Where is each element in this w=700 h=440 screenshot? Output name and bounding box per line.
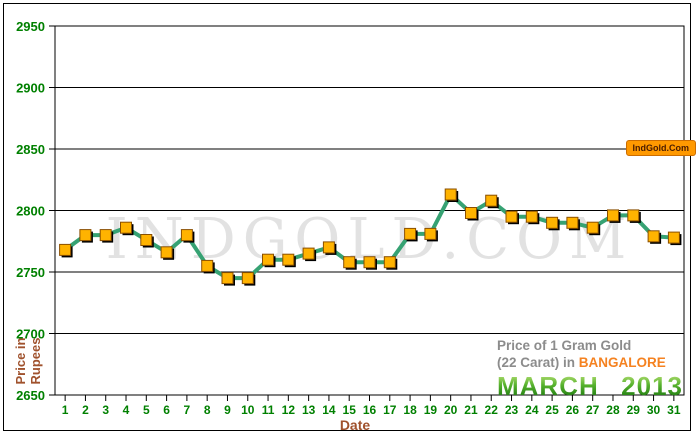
- y-axis-title-line2: Rupees: [28, 337, 43, 385]
- data-point: [525, 210, 538, 223]
- data-point: [363, 256, 376, 269]
- x-tick-label: 20: [444, 403, 458, 417]
- x-tick-label: 11: [262, 403, 275, 417]
- y-tick-label: 2900: [16, 81, 45, 96]
- y-tick-label: 2750: [16, 265, 45, 280]
- y-axis-title-line1: Price in: [13, 337, 28, 385]
- x-tick-label: 26: [566, 403, 580, 417]
- y-tick-label: 2950: [16, 19, 45, 34]
- x-tick-label: 30: [647, 403, 661, 417]
- x-tick-label: 17: [383, 403, 397, 417]
- caption-city: BANGALORE: [578, 355, 666, 370]
- data-point: [221, 272, 234, 285]
- x-tick-label: 8: [204, 403, 211, 417]
- caption-carat: (22 Carat) in: [497, 355, 579, 370]
- caption-line1: Price of 1 Gram Gold: [497, 338, 632, 353]
- x-tick-label: 12: [282, 403, 296, 417]
- data-point: [302, 247, 315, 260]
- caption-year: 2013: [621, 371, 683, 401]
- data-point: [546, 216, 559, 229]
- x-tick-label: 28: [606, 403, 620, 417]
- x-tick-label: 3: [102, 403, 109, 417]
- x-tick-label: 24: [525, 403, 539, 417]
- data-point: [322, 241, 335, 254]
- y-axis-title: Price in Rupees: [13, 301, 53, 421]
- data-point: [140, 234, 153, 246]
- data-point: [424, 227, 437, 240]
- data-point: [627, 209, 640, 222]
- data-point: [99, 229, 112, 242]
- data-point: [465, 207, 477, 219]
- x-tick-label: 16: [363, 403, 377, 417]
- indgold-brand-badge[interactable]: IndGold.Com: [625, 140, 696, 156]
- y-tick-label: 2700: [16, 327, 45, 342]
- data-point: [566, 216, 579, 229]
- y-tick-label: 2800: [16, 204, 45, 219]
- x-tick-label: 19: [424, 403, 438, 417]
- caption-line2: (22 Carat) in BANGALORE: [497, 354, 683, 371]
- x-tick-label: 22: [485, 403, 499, 417]
- x-tick-label: 21: [464, 403, 478, 417]
- x-tick-label: 23: [505, 403, 519, 417]
- data-point: [383, 256, 396, 269]
- data-point: [485, 194, 498, 207]
- data-point: [262, 253, 274, 266]
- data-point: [282, 253, 295, 266]
- x-tick-label: 2: [82, 403, 89, 417]
- data-point: [505, 210, 518, 223]
- x-tick-label: 27: [586, 403, 600, 417]
- y-tick-label: 2850: [16, 142, 45, 157]
- x-tick-label: 29: [627, 403, 641, 417]
- data-point: [79, 229, 92, 242]
- x-tick-label: 31: [667, 403, 681, 417]
- data-point: [444, 188, 457, 201]
- x-tick-label: 6: [163, 403, 170, 417]
- x-tick-label: 14: [322, 403, 336, 417]
- data-point: [586, 221, 599, 234]
- x-tick-label: 10: [241, 403, 255, 417]
- data-point: [180, 229, 193, 242]
- caption-month-row: MARCH 2013: [497, 373, 683, 399]
- x-tick-label: 7: [184, 403, 191, 417]
- data-point: [120, 221, 132, 234]
- data-point: [404, 227, 417, 240]
- outer-border: [3, 3, 691, 431]
- chart-caption: Price of 1 Gram Gold (22 Carat) in BANGA…: [497, 337, 683, 399]
- data-point: [607, 209, 619, 222]
- data-point: [160, 246, 173, 259]
- x-tick-label: 1: [62, 403, 69, 417]
- caption-month: MARCH: [497, 371, 599, 401]
- x-tick-label: 18: [403, 403, 417, 417]
- x-tick-label: 25: [545, 403, 559, 417]
- x-tick-label: 9: [224, 403, 231, 417]
- x-tick-label: 4: [123, 403, 130, 417]
- data-point: [667, 231, 680, 244]
- x-axis-title: Date: [339, 417, 371, 433]
- y-tick-label: 2650: [16, 388, 45, 403]
- data-point: [59, 243, 72, 256]
- data-point: [201, 259, 214, 272]
- data-point: [343, 256, 356, 269]
- data-point: [241, 272, 254, 285]
- x-tick-label: 15: [343, 403, 357, 417]
- data-point: [647, 230, 660, 243]
- x-tick-label: 5: [143, 403, 150, 417]
- x-tick-label: 13: [302, 403, 316, 417]
